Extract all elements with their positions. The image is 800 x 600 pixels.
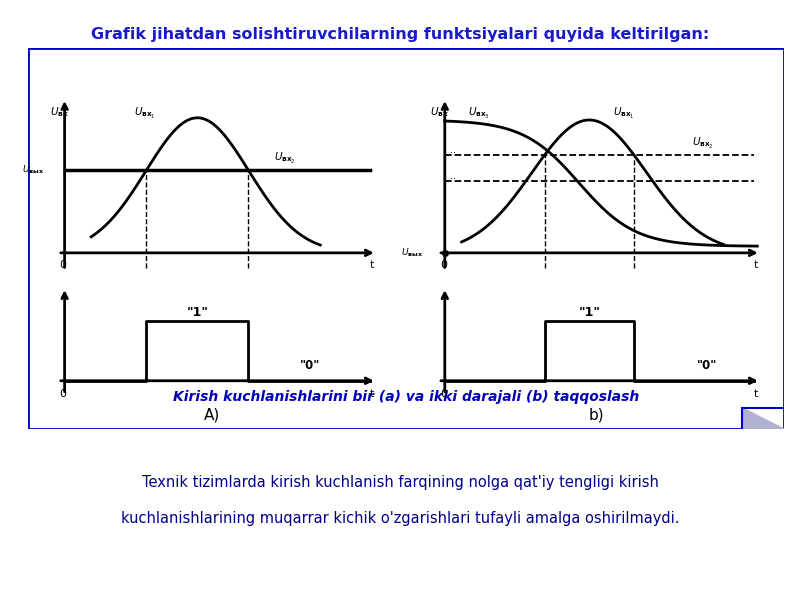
Text: t: t bbox=[370, 389, 374, 399]
Text: A): A) bbox=[204, 408, 220, 423]
Text: "0": "0" bbox=[300, 359, 321, 373]
Text: 0: 0 bbox=[440, 260, 446, 270]
Text: kuchlanishlarining muqarrar kichik o'zgarishlari tufayli amalga oshirilmaydi.: kuchlanishlarining muqarrar kichik o'zga… bbox=[121, 511, 679, 527]
Text: $U_{\mathregular{вх}}$: $U_{\mathregular{вх}}$ bbox=[430, 105, 449, 119]
Text: $U_{\mathregular{вх}_2}$: $U_{\mathregular{вх}_2}$ bbox=[692, 136, 714, 151]
Text: $U_{\mathregular{вх}_2}$: $U_{\mathregular{вх}_2}$ bbox=[274, 151, 295, 166]
Text: $U_{\mathregular{вх}_1}$: $U_{\mathregular{вх}_1}$ bbox=[613, 106, 634, 121]
Text: 0: 0 bbox=[60, 260, 66, 270]
Text: t: t bbox=[754, 260, 758, 270]
Text: "1": "1" bbox=[186, 306, 208, 319]
Text: b): b) bbox=[588, 408, 604, 423]
Text: $U_{\mathregular{вх}_3}$: $U_{\mathregular{вх}_3}$ bbox=[468, 106, 490, 121]
Text: Kirish kuchlanishlarini bir (a) va ikki darajali (b) taqqoslash: Kirish kuchlanishlarini bir (a) va ikki … bbox=[173, 389, 639, 404]
Text: t: t bbox=[370, 260, 374, 270]
Text: "0": "0" bbox=[697, 359, 717, 373]
Text: ..: .. bbox=[450, 171, 456, 181]
Text: $U_{\mathregular{вх}}$: $U_{\mathregular{вх}}$ bbox=[50, 105, 69, 119]
Text: 0: 0 bbox=[60, 389, 66, 399]
Text: t: t bbox=[754, 389, 758, 399]
Text: ..: .. bbox=[450, 145, 456, 155]
Text: $U_{\mathregular{вых}}$: $U_{\mathregular{вых}}$ bbox=[401, 247, 423, 259]
Text: $U_{\mathregular{вых}}$: $U_{\mathregular{вых}}$ bbox=[22, 164, 45, 176]
Text: $U_{\mathregular{вх}_1}$: $U_{\mathregular{вх}_1}$ bbox=[134, 106, 156, 121]
Text: "1": "1" bbox=[578, 306, 600, 319]
Text: Grafik jihatdan solishtiruvchilarning funktsiyalari quyida keltirilgan:: Grafik jihatdan solishtiruvchilarning fu… bbox=[91, 27, 709, 42]
Text: 0: 0 bbox=[440, 389, 446, 399]
Text: Texnik tizimlarda kirish kuchlanish farqining nolga qat'iy tengligi kirish: Texnik tizimlarda kirish kuchlanish farq… bbox=[142, 475, 658, 491]
Polygon shape bbox=[742, 408, 784, 429]
